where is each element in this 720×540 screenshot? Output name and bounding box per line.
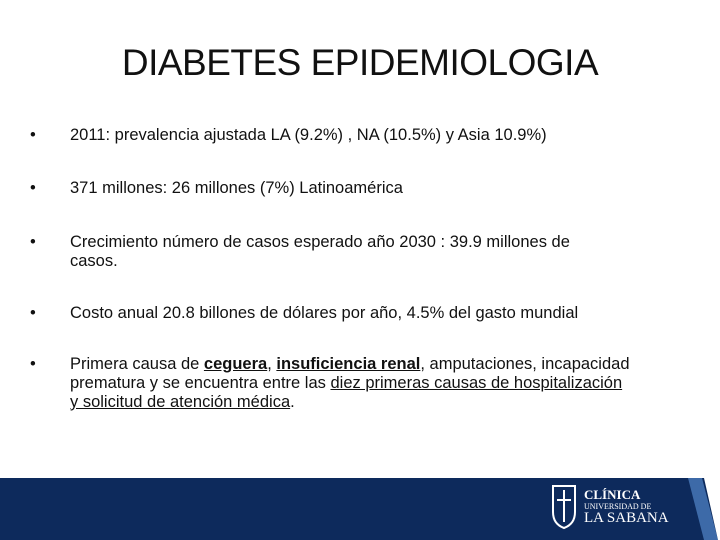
bullet-text: Costo anual 20.8 billones de dólares por… bbox=[70, 304, 579, 322]
bullet-text: 2011: prevalencia ajustada LA (9.2%) , N… bbox=[70, 126, 547, 144]
bullet-text: Crecimiento número de casos esperado año… bbox=[70, 233, 570, 270]
bullet-text: Primera causa de bbox=[70, 355, 204, 373]
footer-background bbox=[0, 478, 720, 540]
bullet-text: . bbox=[290, 393, 295, 411]
bullet-emphasis: insuficiencia renal bbox=[276, 355, 421, 373]
footer-stripe bbox=[688, 478, 718, 540]
bullet-underline: diez primeras causas de hospitalización … bbox=[70, 374, 623, 411]
slide-title: DIABETES EPIDEMIOLOGIA bbox=[121, 42, 599, 83]
bullet-text: , amputaciones, incapacidad prematura y … bbox=[70, 355, 630, 392]
logo-text: CLÍNICA bbox=[584, 487, 641, 502]
bullet-emphasis: ceguera bbox=[203, 355, 268, 373]
bullet-list: 2011: prevalencia ajustada LA (9.2%) , N… bbox=[30, 126, 630, 445]
logo-shield bbox=[552, 485, 576, 530]
footer-edge bbox=[704, 478, 720, 540]
bullet: Primera causa de ceguera, insuficiencia … bbox=[30, 355, 630, 412]
bullet: Costo anual 20.8 billones de dólares por… bbox=[30, 304, 630, 323]
bullet: Crecimiento número de casos esperado año… bbox=[30, 233, 630, 271]
logo-text: UNIVERSIDAD DE bbox=[584, 502, 652, 511]
logo-text: LA SABANA bbox=[584, 510, 669, 526]
bullet-text: , bbox=[267, 355, 277, 373]
bullet: 371 millones: 26 millones (7%) Latinoamé… bbox=[30, 179, 630, 198]
bullet-text: 371 millones: 26 millones (7%) Latinoamé… bbox=[70, 179, 403, 197]
footer-bar bbox=[0, 478, 720, 540]
bullet: 2011: prevalencia ajustada LA (9.2%) , N… bbox=[30, 126, 630, 145]
